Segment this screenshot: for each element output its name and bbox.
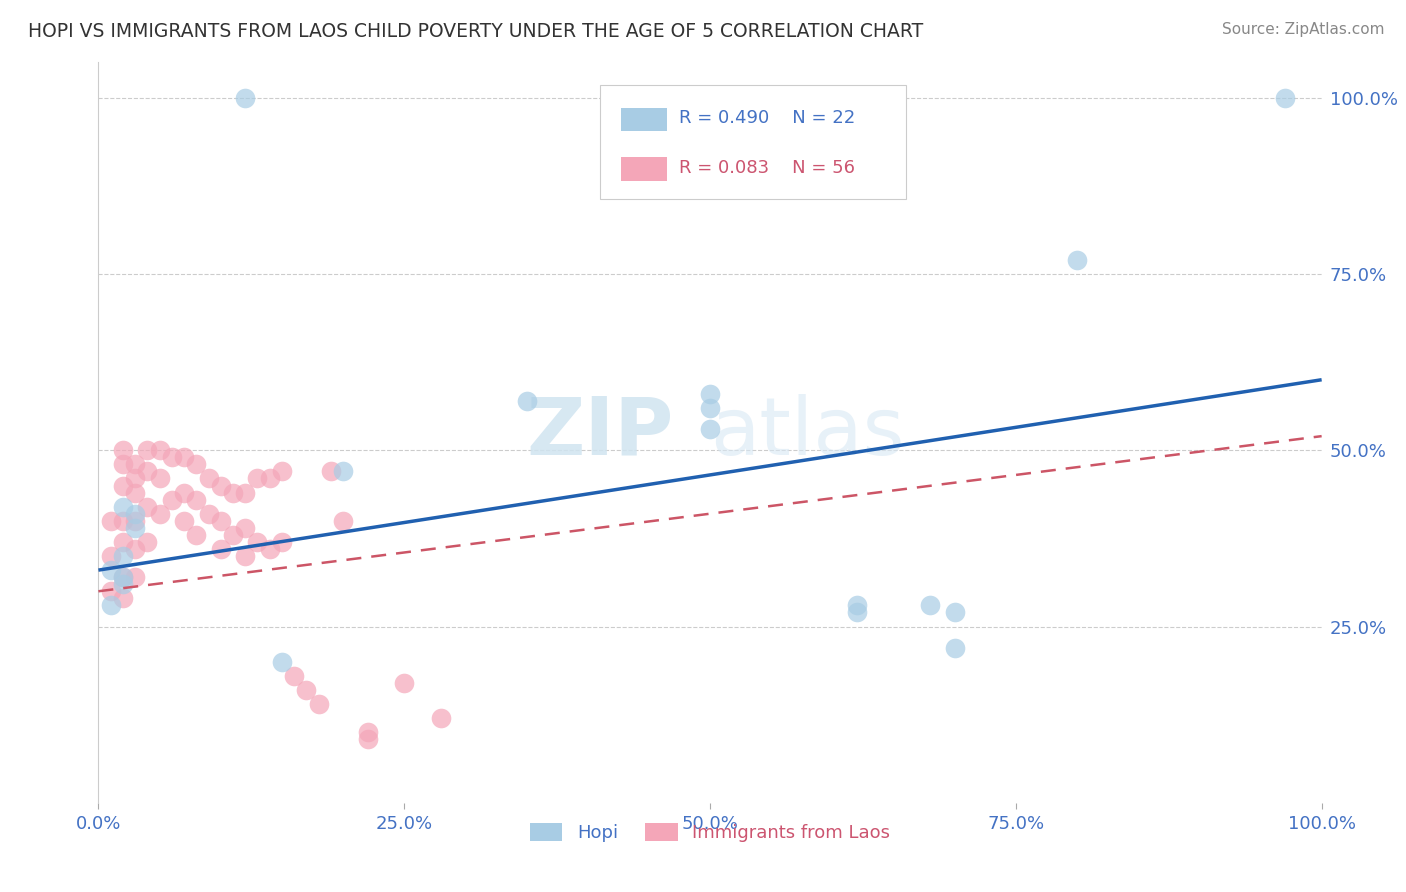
Text: Source: ZipAtlas.com: Source: ZipAtlas.com <box>1222 22 1385 37</box>
Point <box>111 549 134 563</box>
Point <box>124 541 146 556</box>
Point <box>1066 252 1088 267</box>
Point <box>209 541 232 556</box>
Point <box>160 450 183 465</box>
Point <box>295 683 318 698</box>
Point <box>319 464 342 478</box>
Point <box>100 584 122 599</box>
Point <box>149 443 172 458</box>
Point <box>124 485 146 500</box>
Point <box>699 401 721 415</box>
Text: R = 0.083    N = 56: R = 0.083 N = 56 <box>679 160 855 178</box>
Legend: Hopi, Immigrants from Laos: Hopi, Immigrants from Laos <box>523 816 897 849</box>
Point <box>246 471 269 485</box>
Point <box>111 458 134 472</box>
Point <box>111 478 134 492</box>
Text: ZIP: ZIP <box>526 393 673 472</box>
Point <box>124 458 146 472</box>
Point <box>111 535 134 549</box>
Point <box>943 640 966 655</box>
Point <box>845 606 868 620</box>
Point <box>136 464 159 478</box>
Point <box>270 535 294 549</box>
Point <box>920 599 942 613</box>
Point <box>1274 91 1296 105</box>
Point <box>515 393 537 408</box>
Point <box>124 471 146 485</box>
Point <box>233 549 256 563</box>
Point <box>186 458 208 472</box>
Point <box>124 507 146 521</box>
Point <box>111 514 134 528</box>
Point <box>111 577 134 591</box>
Point <box>136 443 159 458</box>
Point <box>943 606 966 620</box>
Point <box>197 507 219 521</box>
Point <box>100 563 122 577</box>
Point <box>136 535 159 549</box>
Point <box>111 500 134 514</box>
Point <box>699 387 721 401</box>
Point <box>270 655 294 669</box>
Point <box>173 485 195 500</box>
Point <box>233 521 256 535</box>
Point <box>100 549 122 563</box>
Point <box>149 471 172 485</box>
Point <box>111 443 134 458</box>
Point <box>356 725 378 739</box>
Text: HOPI VS IMMIGRANTS FROM LAOS CHILD POVERTY UNDER THE AGE OF 5 CORRELATION CHART: HOPI VS IMMIGRANTS FROM LAOS CHILD POVER… <box>28 22 924 41</box>
Point <box>283 669 305 683</box>
FancyBboxPatch shape <box>620 108 668 131</box>
FancyBboxPatch shape <box>620 157 668 181</box>
Point <box>332 464 354 478</box>
Point <box>173 514 195 528</box>
Point <box>845 599 868 613</box>
Point <box>392 676 416 690</box>
Point <box>197 471 219 485</box>
Point <box>259 471 281 485</box>
Point <box>233 91 256 105</box>
Point <box>124 570 146 584</box>
Point <box>100 599 122 613</box>
Point <box>149 507 172 521</box>
Point <box>233 485 256 500</box>
Point <box>111 591 134 606</box>
Point <box>186 528 208 542</box>
Point <box>222 528 245 542</box>
Point <box>186 492 208 507</box>
Point <box>356 732 378 747</box>
Text: R = 0.490    N = 22: R = 0.490 N = 22 <box>679 109 856 127</box>
Point <box>699 422 721 436</box>
Point <box>308 697 330 711</box>
Point <box>111 570 134 584</box>
Point <box>100 514 122 528</box>
Point <box>259 541 281 556</box>
Point <box>136 500 159 514</box>
Point <box>209 478 232 492</box>
Point <box>222 485 245 500</box>
Point <box>111 570 134 584</box>
Point <box>246 535 269 549</box>
Point <box>124 514 146 528</box>
Point <box>124 521 146 535</box>
Point <box>270 464 294 478</box>
FancyBboxPatch shape <box>600 85 905 200</box>
Point <box>209 514 232 528</box>
Text: atlas: atlas <box>710 393 904 472</box>
Point <box>332 514 354 528</box>
Point <box>173 450 195 465</box>
Point <box>430 711 453 725</box>
Point <box>160 492 183 507</box>
